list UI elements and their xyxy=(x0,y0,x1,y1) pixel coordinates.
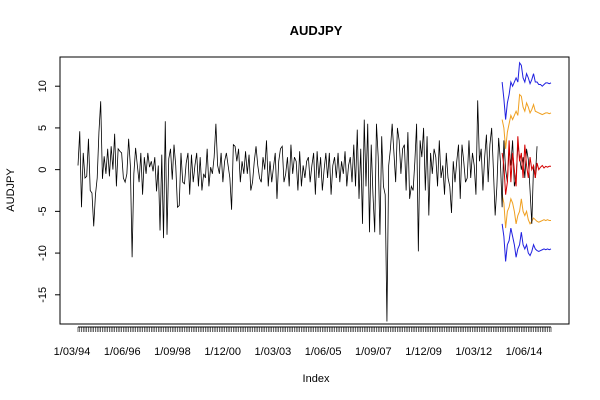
x-tick-label: 1/12/09 xyxy=(405,346,442,358)
series-layer xyxy=(77,100,551,322)
x-tick-label: 1/03/03 xyxy=(255,346,292,358)
x-tick-label: 1/09/07 xyxy=(355,346,392,358)
y-tick-label: -5 xyxy=(37,206,49,216)
plot-frame xyxy=(59,56,570,325)
y-tick-label: 10 xyxy=(37,80,49,92)
x-axis-label: Index xyxy=(303,373,330,385)
series-line xyxy=(77,100,538,322)
x-tick-label: 1/06/05 xyxy=(305,346,342,358)
y-axis-label: AUDJPY xyxy=(5,168,17,212)
forecast-mean-line xyxy=(501,136,551,195)
upper-95-band-line xyxy=(501,61,552,120)
y-axis: -15 -10 -5 0 5 10 xyxy=(37,80,61,303)
x-tick-label: 1/09/98 xyxy=(154,346,191,358)
x-axis: 1/03/94 1/06/96 1/09/98 1/12/00 1/03/03 1/06/… xyxy=(54,326,552,358)
y-tick-label: 5 xyxy=(37,125,49,131)
x-tick-label: 1/06/96 xyxy=(104,346,141,358)
lower-95-band-line xyxy=(501,223,552,262)
y-tick-label: -10 xyxy=(37,245,49,261)
x-tick-label: 1/06/14 xyxy=(506,346,543,358)
y-tick-label: -15 xyxy=(37,287,49,303)
x-tick-label: 1/03/94 xyxy=(54,346,91,358)
lower-80-band-line xyxy=(501,194,551,229)
y-tick-label: 0 xyxy=(37,167,49,173)
x-tick-label: 1/03/12 xyxy=(455,346,492,358)
x-tick-label: 1/12/00 xyxy=(204,346,241,358)
chart-title: AUDJPY xyxy=(290,23,343,38)
upper-80-band-line xyxy=(501,93,552,149)
forecast-bands xyxy=(501,61,552,262)
